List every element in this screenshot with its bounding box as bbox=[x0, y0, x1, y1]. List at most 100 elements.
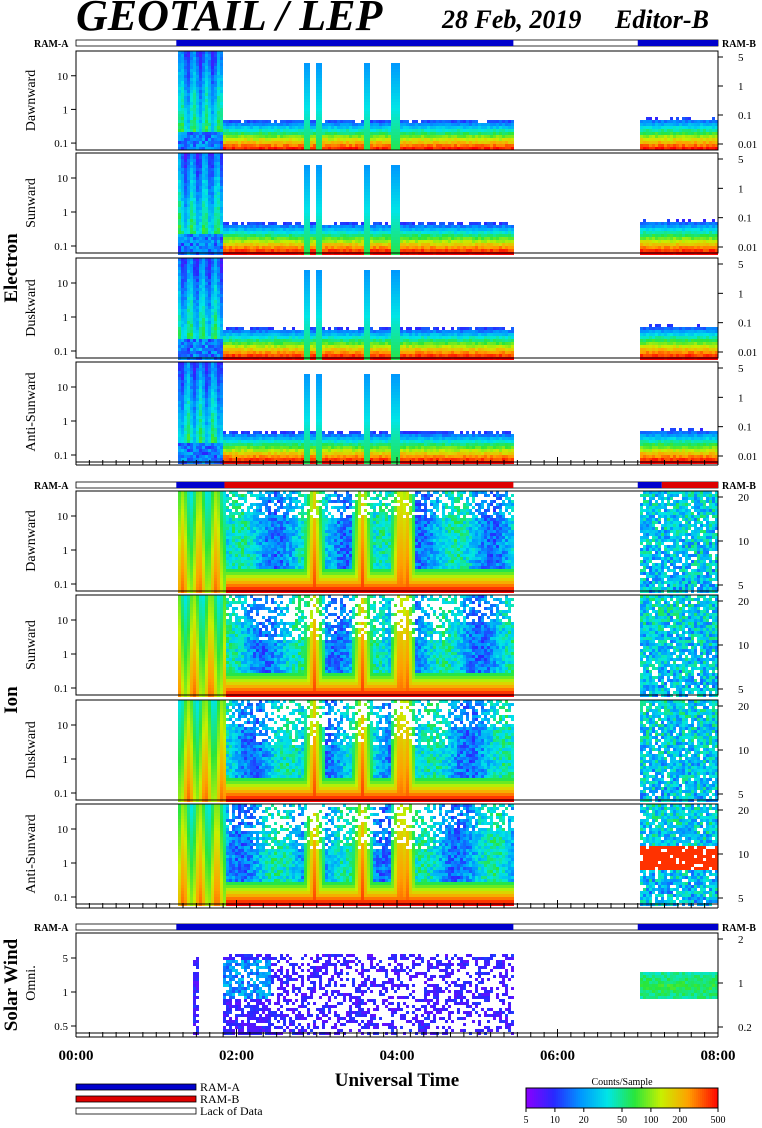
heatmap-cell bbox=[214, 105, 217, 108]
heatmap-cell bbox=[490, 129, 493, 132]
heatmap-cell bbox=[208, 135, 211, 138]
heatmap-cell bbox=[307, 240, 310, 243]
heatmap-cell bbox=[331, 240, 334, 243]
heatmap-cell bbox=[262, 354, 265, 357]
heatmap-cell bbox=[496, 240, 499, 243]
heatmap-cell bbox=[298, 222, 301, 225]
heatmap-cell bbox=[220, 351, 223, 354]
heatmap-cell bbox=[214, 291, 217, 294]
heatmap-cell bbox=[199, 186, 202, 189]
heatmap-cell bbox=[220, 288, 223, 291]
heatmap-cell bbox=[232, 342, 235, 345]
heatmap-cell bbox=[214, 69, 217, 72]
heatmap-cell bbox=[706, 132, 709, 135]
heatmap-cell bbox=[247, 129, 250, 132]
heatmap-cell bbox=[343, 225, 346, 228]
heatmap-cell bbox=[511, 141, 514, 144]
heatmap-cell bbox=[196, 270, 199, 273]
heatmap-cell bbox=[670, 132, 673, 135]
heatmap-cell bbox=[394, 174, 397, 177]
heatmap-cell bbox=[220, 120, 223, 123]
heatmap-cell bbox=[670, 117, 673, 120]
heatmap-cell bbox=[367, 180, 370, 183]
heatmap-cell bbox=[430, 249, 433, 252]
heatmap-cell bbox=[325, 228, 328, 231]
heatmap-cell bbox=[181, 186, 184, 189]
heatmap-cell bbox=[310, 333, 313, 336]
heatmap-cell bbox=[220, 99, 223, 102]
heatmap-cell bbox=[244, 351, 247, 354]
heatmap-cell bbox=[445, 129, 448, 132]
heatmap-cell bbox=[643, 243, 646, 246]
heatmap-cell bbox=[205, 141, 208, 144]
heatmap-cell bbox=[241, 333, 244, 336]
heatmap-cell bbox=[670, 231, 673, 234]
heatmap-cell bbox=[286, 126, 289, 129]
heatmap-cell bbox=[223, 330, 226, 333]
heatmap-cell bbox=[394, 141, 397, 144]
heatmap-cell bbox=[298, 144, 301, 147]
heatmap-cell bbox=[205, 87, 208, 90]
heatmap-cell bbox=[685, 132, 688, 135]
heatmap-cell bbox=[400, 135, 403, 138]
heatmap-cell bbox=[187, 321, 190, 324]
heatmap-cell bbox=[499, 126, 502, 129]
heatmap-cell bbox=[304, 177, 307, 180]
heatmap-cell bbox=[460, 231, 463, 234]
heatmap-cell bbox=[190, 141, 193, 144]
heatmap-cell bbox=[205, 159, 208, 162]
heatmap-cell bbox=[178, 345, 181, 348]
heatmap-cell bbox=[712, 228, 715, 231]
heatmap-cell bbox=[196, 249, 199, 252]
heatmap-cell bbox=[178, 309, 181, 312]
heatmap-cell bbox=[340, 354, 343, 357]
heatmap-cell bbox=[382, 123, 385, 126]
heatmap-cell bbox=[409, 129, 412, 132]
heatmap-cell bbox=[460, 240, 463, 243]
heatmap-cell bbox=[283, 144, 286, 147]
heatmap-cell bbox=[667, 243, 670, 246]
heatmap-cell bbox=[391, 234, 394, 237]
heatmap-cell bbox=[184, 225, 187, 228]
heatmap-cell bbox=[331, 126, 334, 129]
heatmap-cell bbox=[670, 228, 673, 231]
heatmap-cell bbox=[439, 249, 442, 252]
heatmap-cell bbox=[508, 234, 511, 237]
heatmap-cell bbox=[193, 81, 196, 84]
heatmap-cell bbox=[220, 111, 223, 114]
heatmap-cell bbox=[292, 330, 295, 333]
heatmap-cell bbox=[493, 126, 496, 129]
heatmap-cell bbox=[202, 303, 205, 306]
heatmap-cell bbox=[184, 57, 187, 60]
heatmap-cell bbox=[430, 120, 433, 123]
heatmap-cell bbox=[184, 216, 187, 219]
heatmap-cell bbox=[343, 246, 346, 249]
heatmap-cell bbox=[181, 117, 184, 120]
heatmap-cell bbox=[217, 156, 220, 159]
heatmap-cell bbox=[466, 237, 469, 240]
heatmap-cell bbox=[328, 225, 331, 228]
heatmap-cell bbox=[319, 216, 322, 219]
heatmap-cell bbox=[190, 276, 193, 279]
heatmap-cell bbox=[352, 126, 355, 129]
heatmap-cell bbox=[181, 138, 184, 141]
heatmap-cell bbox=[229, 141, 232, 144]
heatmap-cell bbox=[211, 171, 214, 174]
heatmap-cell bbox=[253, 240, 256, 243]
heatmap-cell bbox=[214, 99, 217, 102]
heatmap-cell bbox=[202, 96, 205, 99]
heatmap-cell bbox=[475, 243, 478, 246]
heatmap-cell bbox=[397, 231, 400, 234]
heatmap-cell bbox=[211, 180, 214, 183]
heatmap-cell bbox=[184, 132, 187, 135]
heatmap-cell bbox=[196, 336, 199, 339]
heatmap-cell bbox=[460, 135, 463, 138]
heatmap-cell bbox=[184, 84, 187, 87]
heatmap-cell bbox=[316, 243, 319, 246]
heatmap-cell bbox=[364, 213, 367, 216]
heatmap-cell bbox=[187, 204, 190, 207]
heatmap-cell bbox=[667, 141, 670, 144]
heatmap-cell bbox=[394, 183, 397, 186]
heatmap-cell bbox=[382, 234, 385, 237]
heatmap-cell bbox=[208, 279, 211, 282]
